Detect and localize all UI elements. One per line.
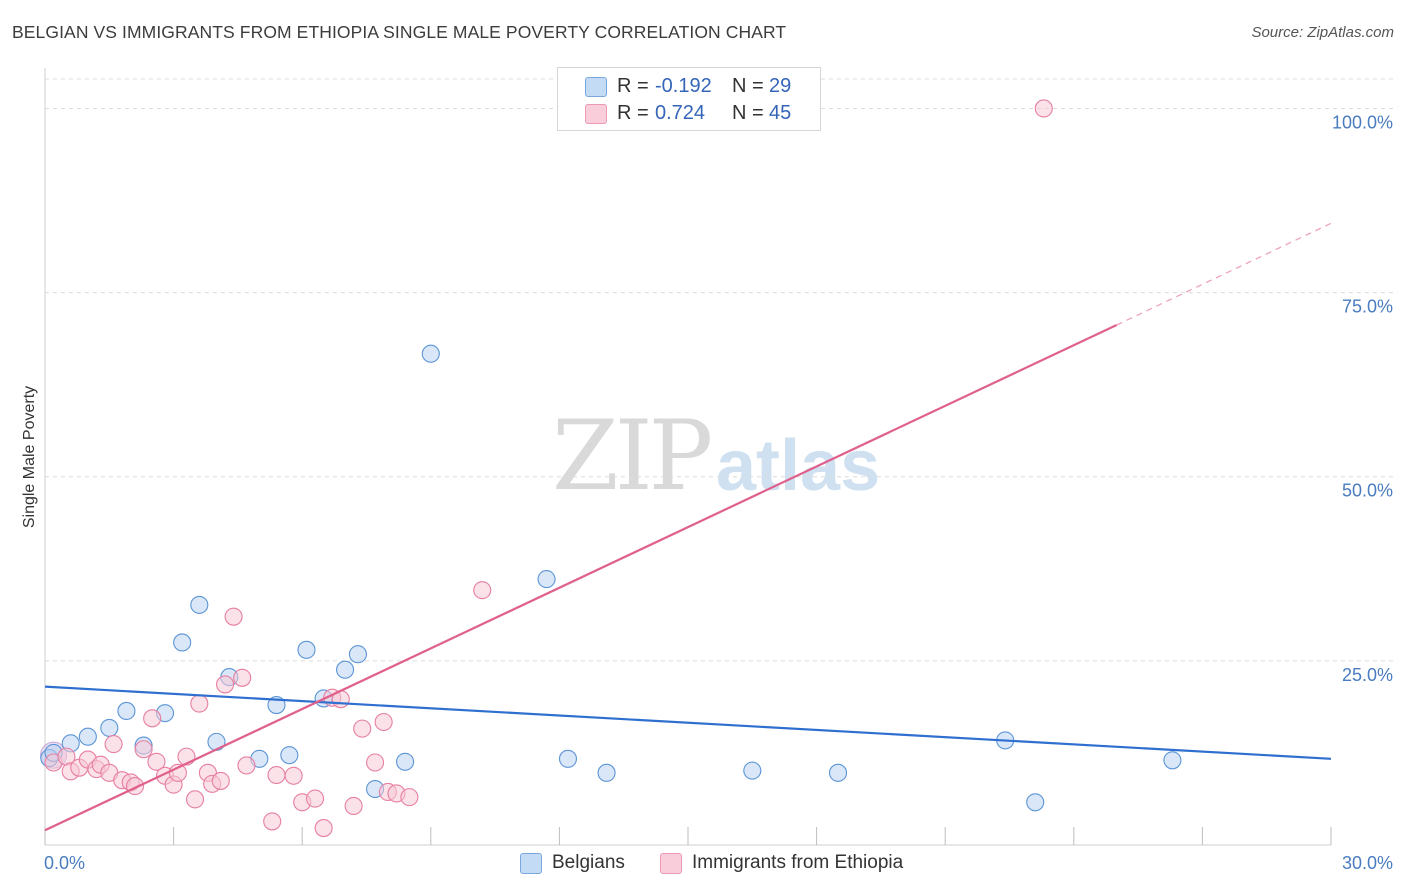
source-label: Source: ZipAtlas.com — [1251, 24, 1394, 41]
axis-labels: 25.0% 50.0% 75.0% 100.0% 0.0% 30.0% Single Mal… — [21, 112, 1393, 873]
belgian-point — [117, 701, 136, 721]
belgian-point — [1163, 751, 1182, 770]
legend-swatch-belgians — [585, 77, 607, 97]
belgian-point — [280, 746, 299, 765]
ethiopia-point — [224, 607, 243, 626]
belgian-point — [348, 645, 367, 664]
belgian-point — [421, 344, 440, 363]
bottom-legend-label-ethiopia: Immigrants from Ethiopia — [692, 852, 904, 873]
trend-lines — [44, 222, 1332, 832]
y-tick-label: 100.0% — [1332, 112, 1393, 132]
ethiopia-point — [473, 581, 492, 600]
ethiopia-point — [134, 740, 153, 759]
correlation-legend: R = -0.192 N = 29 R = 0.724 N = 45 — [557, 67, 821, 131]
ethiopia-point — [215, 675, 235, 694]
ethiopia-point — [284, 766, 303, 785]
belgian-point — [78, 727, 97, 746]
watermark-zip: ZIP — [552, 400, 713, 512]
belgian-trend-line — [44, 685, 1332, 760]
belgian-point — [743, 761, 762, 780]
x-tick-label: 30.0% — [1342, 853, 1393, 873]
belgian-point — [336, 660, 355, 679]
y-tick-label: 50.0% — [1342, 481, 1393, 501]
ethiopia-point — [233, 668, 252, 687]
legend-n-label: N = — [732, 102, 764, 124]
ethiopia-point — [190, 694, 209, 713]
ethiopia-point — [263, 812, 282, 831]
grid-lines — [45, 78, 1393, 662]
ethiopia-trend-extension — [1116, 222, 1332, 326]
y-axis-label: Single Male Poverty — [21, 386, 38, 528]
belgian-point — [1026, 793, 1045, 812]
belgian-point — [100, 718, 119, 737]
data-points — [40, 99, 1182, 838]
ethiopia-point — [185, 790, 205, 809]
ethiopia-point — [147, 752, 166, 771]
chart-title: BELGIAN VS IMMIGRANTS FROM ETHIOPIA SING… — [12, 22, 787, 42]
watermark-atlas: atlas — [716, 426, 881, 506]
ethiopia-point — [267, 765, 286, 785]
belgian-point — [297, 640, 316, 659]
ethiopia-point — [306, 789, 325, 808]
ethiopia-point — [1034, 99, 1053, 118]
bottom-legend-swatch-ethiopia — [660, 853, 682, 874]
ethiopia-point — [237, 756, 256, 775]
belgian-point — [828, 763, 848, 782]
y-tick-label: 75.0% — [1342, 297, 1393, 317]
legend-n-value: 29 — [769, 75, 792, 97]
ethiopia-point — [211, 771, 230, 790]
bottom-legend-label-belgians: Belgians — [552, 852, 625, 873]
legend-r-label: R = — [617, 102, 649, 124]
ethiopia-point — [353, 719, 372, 738]
ethiopia-point — [366, 753, 385, 772]
ethiopia-point — [344, 796, 363, 816]
ethiopia-point — [143, 709, 162, 728]
ethiopia-point — [374, 712, 393, 732]
legend-r-value: 0.724 — [655, 102, 706, 124]
belgian-point — [396, 752, 415, 771]
legend-r-label: R = — [617, 75, 649, 97]
bottom-legend-swatch-belgians — [520, 853, 542, 874]
legend-r-value: -0.192 — [655, 75, 712, 97]
legend-swatch-ethiopia — [585, 104, 607, 124]
belgian-point — [190, 595, 209, 614]
y-tick-label: 25.0% — [1342, 665, 1393, 685]
belgian-point — [537, 570, 556, 589]
legend-n-label: N = — [732, 75, 764, 97]
x-tick-label: 0.0% — [44, 853, 85, 873]
belgian-point — [558, 749, 578, 768]
ethiopia-point — [400, 788, 419, 807]
ethiopia-point — [104, 735, 123, 754]
ethiopia-trend-line — [44, 324, 1118, 832]
legend-n-value: 45 — [769, 102, 792, 124]
belgian-point — [173, 633, 192, 652]
axes — [44, 68, 1332, 846]
ethiopia-point — [314, 819, 333, 838]
belgian-point — [597, 763, 616, 782]
